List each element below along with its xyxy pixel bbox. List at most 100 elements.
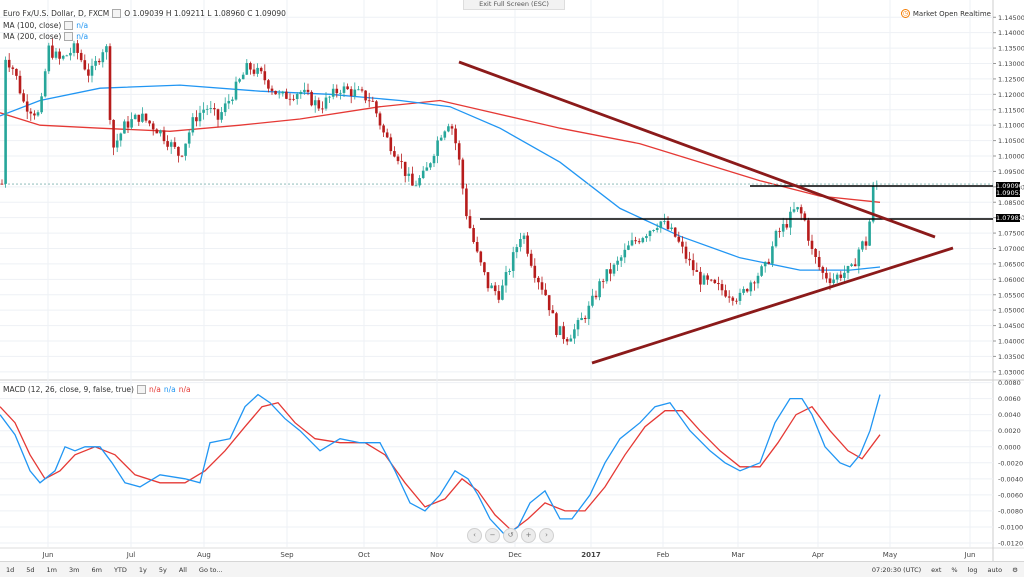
range-1m[interactable]: 1m [46,565,57,574]
price-tick-label: 1.12500 [998,75,1024,83]
ma100-settings-icon[interactable] [64,21,74,30]
range-6m[interactable]: 6m [91,565,102,574]
range-5y[interactable]: 5y [158,565,167,574]
candle-body [385,132,389,138]
support-level-label: 1.07982 [996,214,1023,222]
ma200-label[interactable]: MA (200, close) [3,32,62,41]
range-5d[interactable]: 5d [26,565,35,574]
legend-settings-icon[interactable] [112,9,122,18]
candle-body [47,45,51,72]
candle-body [522,235,526,240]
candle-body [432,155,436,164]
candle-body [709,279,713,281]
ma100-label[interactable]: MA (100, close) [3,21,62,30]
candle-body [112,119,115,148]
candle-body [573,329,576,339]
candle-body [335,88,339,94]
candle-body [479,251,483,263]
candle-body [497,291,501,300]
time-tick-label: Oct [358,551,370,559]
candle-body [483,262,486,273]
candle-body [731,297,735,301]
zoom-in-button[interactable]: + [521,528,536,543]
candle-body [342,86,346,93]
candle-body [504,272,508,286]
range-all[interactable]: All [178,565,187,574]
candle-body [213,108,216,110]
price-tick-label: 1.14500 [998,14,1024,22]
utc-time[interactable]: 07:20:30 (UTC) [871,565,922,574]
percent-toggle[interactable]: % [951,565,958,574]
candle-body [349,89,353,97]
candle-body [666,221,670,229]
range-ytd[interactable]: YTD [113,565,127,574]
candle-body [58,51,61,59]
scroll-left-button[interactable]: ‹ [467,528,482,543]
candle-body [310,91,313,106]
candle-body [580,317,583,321]
price-tick-label: 1.13500 [998,45,1024,53]
candle-body [835,274,839,280]
ext-toggle[interactable]: ext [931,565,942,574]
candle-body [569,338,573,342]
candle-body [623,249,627,258]
candle-body [774,230,778,247]
main-legend: Euro Fx/U.S. Dollar, D, FXCM O 1.09039 H… [3,9,286,18]
candle-body [562,326,565,340]
log-toggle[interactable]: log [967,565,978,574]
macd-line [0,393,881,536]
gear-icon[interactable]: ⚙ [1012,565,1018,574]
candle-body [612,264,616,274]
macd-settings-icon[interactable] [136,385,146,394]
candle-body [702,275,706,285]
candle-body [195,117,198,122]
candle-body [814,249,817,257]
candle-body [76,43,79,53]
candle-body [65,55,69,57]
range-1d[interactable]: 1d [6,565,15,574]
candle-body [871,185,875,222]
time-tick-label: Apr [812,551,824,559]
candle-body [785,224,789,228]
macd-value-2: n/a [163,385,176,394]
candle-body [83,60,87,70]
candle-body [263,71,267,81]
candle-body [421,170,425,179]
candle-body [501,285,504,300]
macd-tick-label: -0.0040 [998,475,1023,483]
macd-tick-label: 0.0000 [998,443,1021,451]
market-status: ◷ Market Open Realtime [900,9,991,18]
range-1y[interactable]: 1y [138,565,147,574]
macd-label[interactable]: MACD (12, 26, close, 9, false, true) [3,385,134,394]
candle-body [396,156,400,162]
candle-body [126,121,130,128]
range-3m[interactable]: 3m [69,565,80,574]
candle-body [169,142,173,147]
goto-button[interactable]: Go to... [198,565,223,574]
candle-body [87,69,90,76]
symbol-label[interactable]: Euro Fx/U.S. Dollar, D, FXCM [3,9,110,18]
candle-body [367,100,371,102]
candle-body [378,113,382,126]
candle-body [864,241,868,246]
candle-body [166,141,169,147]
candle-body [148,120,151,124]
candle-body [832,279,835,284]
reset-button[interactable]: ↺ [503,528,518,543]
candle-body [799,207,803,214]
auto-toggle[interactable]: auto [987,565,1003,574]
candle-body [713,279,717,284]
zoom-out-button[interactable]: − [485,528,500,543]
exit-fullscreen-button[interactable]: Exit Full Screen (ESC) [463,0,565,10]
candle-body [51,45,54,58]
ma200-settings-icon[interactable] [64,32,74,41]
candle-body [652,229,655,231]
time-tick-label: Jul [126,551,136,559]
scroll-right-button[interactable]: › [539,528,554,543]
candle-body [321,108,324,110]
candle-body [191,117,195,133]
candle-body [515,247,519,253]
candle-body [767,261,771,264]
